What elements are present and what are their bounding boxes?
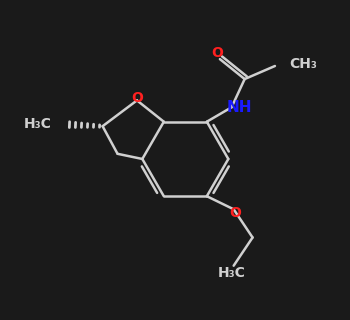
Text: H₃C: H₃C — [24, 117, 52, 132]
Text: O: O — [131, 91, 143, 105]
Text: NH: NH — [226, 100, 252, 116]
Text: H₃C: H₃C — [218, 266, 246, 280]
Text: O: O — [211, 46, 223, 60]
Text: O: O — [230, 206, 241, 220]
Text: CH₃: CH₃ — [289, 57, 317, 71]
